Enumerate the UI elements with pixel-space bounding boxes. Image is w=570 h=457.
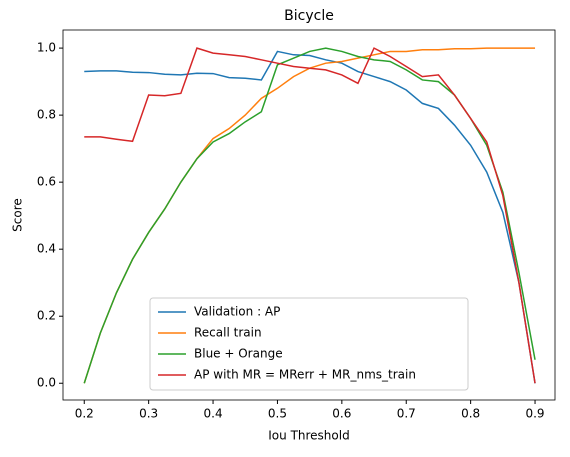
- x-tick-label: 0.9: [525, 407, 544, 421]
- x-axis-label: Iou Threshold: [268, 429, 349, 443]
- axes-frame: [62, 29, 556, 401]
- x-tick-label: 0.6: [332, 407, 351, 421]
- series-line: [84, 50, 536, 384]
- y-tick-label: 0.2: [37, 309, 56, 323]
- legend-label: Blue + Orange: [194, 347, 283, 361]
- legend-label: AP with MR = MRerr + MR_nms_train: [194, 368, 416, 382]
- x-tick-label: 0.2: [75, 407, 94, 421]
- chart-title: Bicycle: [284, 8, 334, 24]
- legend-label: Validation : AP: [194, 305, 280, 319]
- x-tick-label: 0.5: [268, 407, 287, 421]
- series-line: [84, 47, 536, 384]
- y-axis-label: Score: [11, 198, 25, 232]
- y-tick-label: 0.4: [37, 242, 56, 256]
- legend-label: Recall train: [194, 326, 262, 340]
- x-tick-label: 0.7: [397, 407, 416, 421]
- x-tick-label: 0.8: [461, 407, 480, 421]
- y-tick-label: 0.8: [37, 108, 56, 122]
- y-tick-label: 1.0: [37, 41, 56, 55]
- x-tick-label: 0.3: [139, 407, 158, 421]
- y-tick-label: 0.0: [37, 376, 56, 390]
- x-tick-label: 0.4: [204, 407, 223, 421]
- y-tick-label: 0.6: [37, 175, 56, 189]
- legend-box: [149, 297, 469, 391]
